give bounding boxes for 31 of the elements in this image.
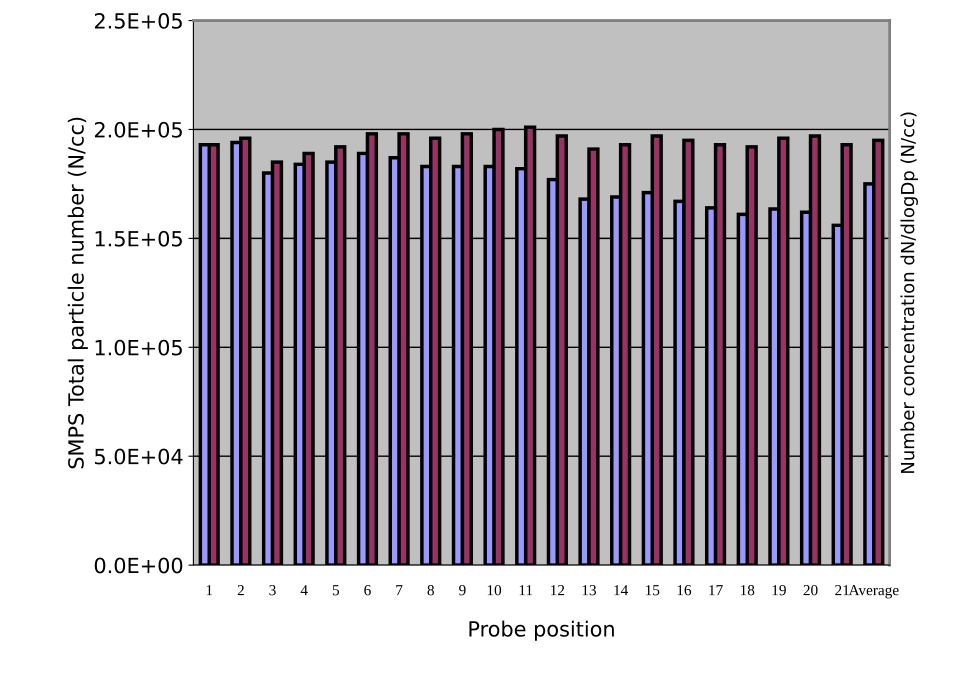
x-tick-label: 5 bbox=[332, 585, 340, 596]
y-axis-title: SMPS Total particle number (N/cc) bbox=[68, 118, 88, 468]
x-tick-label: 6 bbox=[364, 585, 371, 596]
x-tick-label: 19 bbox=[772, 585, 786, 596]
x-tick-label: 9 bbox=[459, 585, 466, 596]
x-tick-label: 20 bbox=[804, 585, 818, 596]
x-tick-label: 12 bbox=[551, 585, 564, 596]
x-tick-label: 18 bbox=[740, 585, 754, 596]
x-tick-label: 11 bbox=[520, 585, 532, 596]
y-tick-label: 0.0E+00 bbox=[94, 558, 182, 574]
x-tick-label: 8 bbox=[428, 585, 434, 596]
x-tick-label: 16 bbox=[678, 585, 692, 596]
y-tick-label: 1.5E+05 bbox=[96, 230, 182, 247]
x-tick-label: 7 bbox=[396, 585, 402, 596]
y-tick-label: 5.0E+04 bbox=[95, 448, 183, 464]
y-tick-label: 2.5E+05 bbox=[94, 13, 182, 29]
x-tick-label: 10 bbox=[488, 585, 502, 596]
x-tick-label: 21 bbox=[835, 585, 849, 596]
x-tick-label: 4 bbox=[300, 585, 308, 596]
x-tick-label: 15 bbox=[646, 585, 660, 596]
x-tick-label: 17 bbox=[709, 585, 723, 596]
y-tick-label: 2.0E+05 bbox=[94, 122, 182, 138]
x-axis-title: Probe position bbox=[469, 620, 614, 641]
x-tick-label: 13 bbox=[582, 585, 596, 596]
x-tick-label: 1 bbox=[206, 585, 212, 596]
text: Number concentration dN/dlogDp (N/cc) bbox=[900, 112, 918, 473]
x-tick-label: 2 bbox=[238, 585, 244, 596]
y-tick-label: 1.0E+05 bbox=[96, 340, 182, 356]
x-tick-label: Average bbox=[848, 585, 899, 598]
x-tick-label: 3 bbox=[269, 585, 276, 596]
x-tick-label: 14 bbox=[614, 585, 628, 596]
